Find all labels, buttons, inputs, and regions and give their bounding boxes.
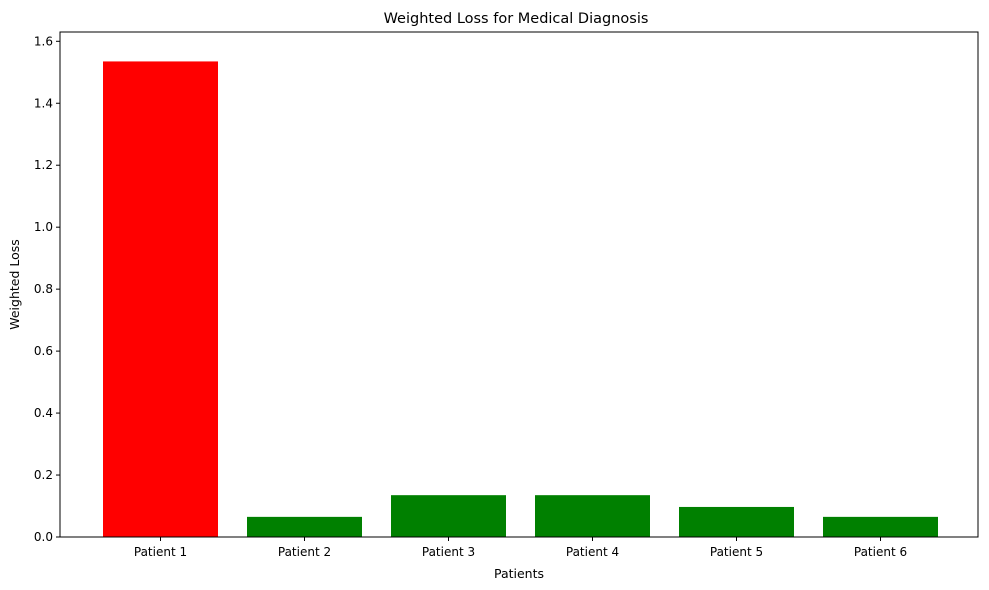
bar-4: [535, 495, 650, 537]
y-tick-label-2: 0.4: [34, 406, 53, 420]
bar-3: [391, 495, 506, 537]
bar-2: [247, 516, 362, 537]
bars-group: [103, 61, 938, 537]
plot-frame: [59, 31, 979, 538]
y-tick-label-8: 1.6: [34, 34, 53, 48]
bar-6: [823, 516, 938, 537]
x-tick-label-6: Patient 6: [854, 545, 907, 559]
y-tick-label-1: 0.2: [34, 468, 53, 482]
x-axis-label: Patients: [494, 566, 544, 581]
y-tick-label-7: 1.4: [34, 96, 53, 110]
y-tick-label-6: 1.2: [34, 158, 53, 172]
x-tick-label-1: Patient 1: [134, 545, 187, 559]
x-tick-label-2: Patient 2: [278, 545, 331, 559]
y-tick-label-4: 0.8: [34, 282, 53, 296]
y-tick-label-0: 0.0: [34, 530, 53, 544]
bar-1: [103, 61, 218, 537]
y-tick-label-3: 0.6: [34, 344, 53, 358]
y-tick-label-5: 1.0: [34, 220, 53, 234]
x-tick-label-3: Patient 3: [422, 545, 475, 559]
y-axis-label: Weighted Loss: [7, 239, 22, 330]
y-axis: 0.0 0.2 0.4 0.6 0.8 1.0 1.2 1.4 1.6: [34, 34, 60, 544]
bar-5: [679, 506, 794, 537]
x-tick-label-5: Patient 5: [710, 545, 763, 559]
chart-title: Weighted Loss for Medical Diagnosis: [384, 11, 649, 27]
x-axis: Patient 1 Patient 2 Patient 3 Patient 4 Pati…: [134, 537, 907, 559]
x-tick-label-4: Patient 4: [566, 545, 619, 559]
